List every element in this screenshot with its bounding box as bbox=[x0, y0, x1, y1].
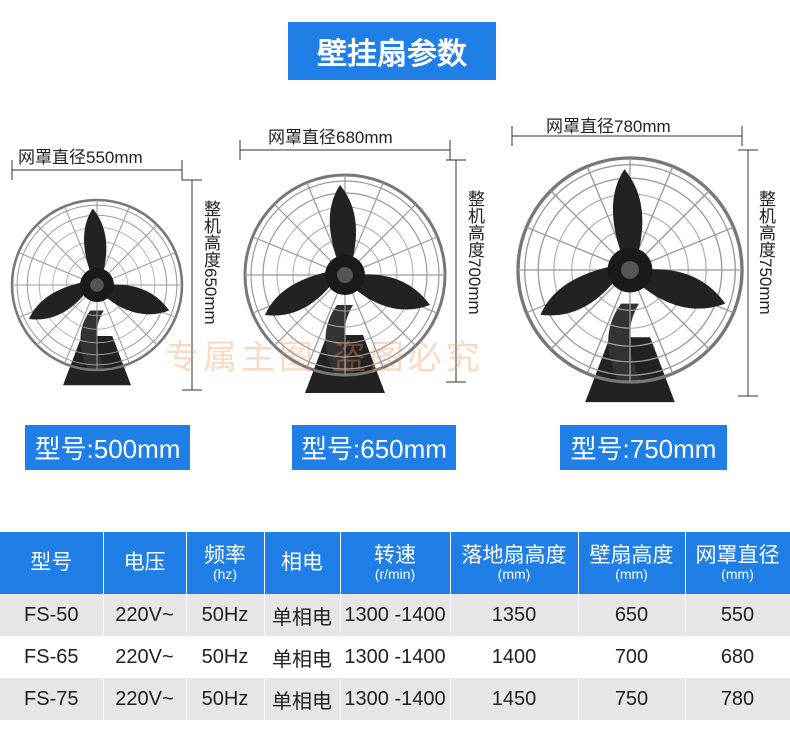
header-cell: 电压 bbox=[103, 532, 187, 594]
header-label: 转速 bbox=[374, 543, 416, 567]
header-label: 电压 bbox=[123, 551, 166, 575]
table-row: FS-65 220V~ 50Hz 单相电 1300 -1400 1400 700 680 bbox=[0, 636, 790, 678]
table-cell: 单相电 bbox=[264, 636, 341, 678]
table-row: FS-50 220V~ 50Hz 单相电 1300 -1400 1350 650 550 bbox=[0, 594, 790, 636]
table-cell: 50Hz bbox=[186, 636, 265, 678]
table-cell: 50Hz bbox=[186, 594, 265, 636]
header-unit: (mm) bbox=[721, 565, 754, 582]
table-cell: 单相电 bbox=[264, 594, 341, 636]
table-body: FS-50 220V~ 50Hz 单相电 1300 -1400 1350 650 550 FS-… bbox=[0, 594, 790, 720]
table-cell: 单相电 bbox=[264, 678, 341, 720]
width-label: 网罩直径680mm bbox=[268, 128, 393, 147]
header-label: 壁扇高度 bbox=[589, 543, 674, 567]
model-label: 型号:650mm bbox=[292, 425, 456, 470]
fan-image bbox=[10, 198, 184, 387]
height-label: 整机高度700mm bbox=[465, 190, 484, 315]
table-cell: 780 bbox=[685, 678, 790, 720]
table-cell: 1350 bbox=[450, 594, 579, 636]
header-unit: (hz) bbox=[212, 565, 238, 582]
table-cell: 1300 -1400 bbox=[340, 594, 451, 636]
dimension-lines bbox=[11, 126, 758, 397]
table-cell: 220V~ bbox=[103, 636, 187, 678]
table-cell: 750 bbox=[578, 678, 686, 720]
table-cell: FS-50 bbox=[0, 594, 104, 636]
header-label: 型号 bbox=[30, 551, 73, 575]
header-cell: 相电 bbox=[264, 532, 341, 594]
table-cell: 650 bbox=[578, 594, 686, 636]
header-cell: 落地扇高度 (mm) bbox=[450, 532, 579, 594]
header-unit: (mm) bbox=[497, 565, 531, 582]
table-cell: 220V~ bbox=[103, 594, 187, 636]
table-cell: 220V~ bbox=[103, 678, 187, 720]
title: 壁挂扇参数 bbox=[288, 22, 496, 80]
fan-image bbox=[516, 156, 744, 404]
fan-illustrations bbox=[10, 126, 758, 404]
model-label: 型号:750mm bbox=[560, 425, 727, 470]
table-cell: 1450 bbox=[450, 678, 579, 720]
width-label: 网罩直径780mm bbox=[546, 117, 671, 136]
table-cell: 1400 bbox=[450, 636, 579, 678]
header-cell: 壁扇高度 (mm) bbox=[578, 532, 686, 594]
header-cell: 转速 (r/min) bbox=[340, 532, 451, 594]
table-cell: 1300 -1400 bbox=[340, 678, 451, 720]
height-label: 整机高度750mm bbox=[756, 190, 775, 315]
header-cell: 型号 bbox=[0, 532, 104, 594]
model-label: 型号:500mm bbox=[25, 425, 190, 470]
spec-table: 型号 电压 频率 (hz) 相电 转速 (r/min) 落地扇高度 (mm) 壁扇高度 (mm) 网罩… bbox=[0, 532, 790, 720]
header-unit: (mm) bbox=[615, 565, 648, 582]
table-cell: FS-75 bbox=[0, 678, 104, 720]
table-cell: 1300 -1400 bbox=[340, 636, 451, 678]
table-cell: 50Hz bbox=[186, 678, 265, 720]
header-unit: (r/min) bbox=[374, 565, 416, 582]
header-label: 落地扇高度 bbox=[461, 543, 567, 567]
table-cell: FS-65 bbox=[0, 636, 104, 678]
table-row: FS-75 220V~ 50Hz 单相电 1300 -1400 1450 750 780 bbox=[0, 678, 790, 720]
header-label: 频率 bbox=[204, 543, 246, 567]
header-label: 网罩直径 bbox=[695, 543, 780, 567]
header-cell: 频率 (hz) bbox=[186, 532, 265, 594]
height-label: 整机高度650mm bbox=[201, 200, 220, 325]
header-cell: 网罩直径 (mm) bbox=[685, 532, 790, 594]
table-header: 型号 电压 频率 (hz) 相电 转速 (r/min) 落地扇高度 (mm) 壁扇高度 (mm) 网罩… bbox=[0, 532, 790, 594]
table-cell: 680 bbox=[685, 636, 790, 678]
watermark: 专属主图 盗图必究 bbox=[165, 338, 484, 378]
header-label: 相电 bbox=[281, 551, 323, 575]
table-cell: 550 bbox=[685, 594, 790, 636]
width-label: 网罩直径550mm bbox=[18, 148, 143, 167]
table-cell: 700 bbox=[578, 636, 686, 678]
